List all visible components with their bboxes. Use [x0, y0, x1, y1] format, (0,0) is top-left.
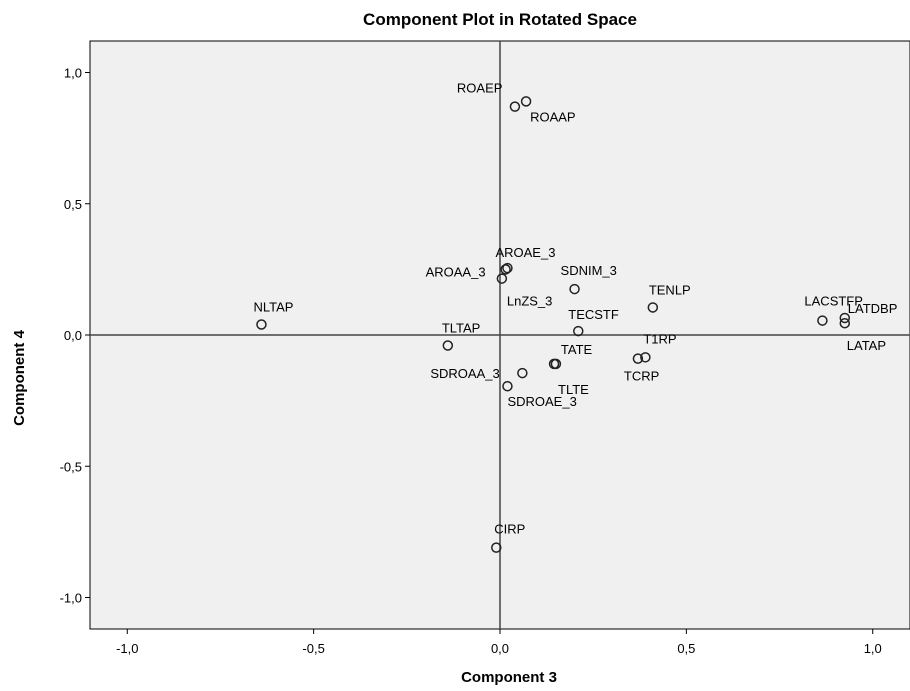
- data-point: [817, 315, 828, 326]
- data-point-label: T1RP: [643, 331, 676, 346]
- data-point: [839, 312, 851, 324]
- data-point-label: LnZS_3: [507, 294, 553, 309]
- data-point-label: TLTE: [558, 382, 589, 397]
- x-tick-label: 1,0: [864, 641, 882, 656]
- data-point-label: LACSTFP: [804, 294, 863, 309]
- x-axis-label: Component 3: [461, 669, 557, 686]
- reference-lines: [90, 41, 910, 629]
- data-point-label: SDROAE_3: [507, 394, 576, 409]
- x-tick-label: 0,0: [491, 641, 509, 656]
- data-point-label: ROAEP: [457, 81, 503, 96]
- data-point: [548, 358, 560, 370]
- data-point: [500, 264, 511, 275]
- data-point: [839, 317, 851, 329]
- data-point-label: CIRP: [494, 522, 525, 537]
- data-point-label: SDROAA_3: [430, 366, 499, 381]
- data-point-label: TECSTF: [568, 307, 619, 322]
- data-point: [520, 96, 532, 107]
- data-point: [502, 380, 513, 392]
- data-point-label: LATAP: [847, 338, 886, 353]
- y-axis-ticks: 1,0 0,5 0,0 -0,5 -1,0: [60, 66, 90, 606]
- x-axis-ticks: -1,0 -0,5 0,0 0,5 1,0: [116, 629, 882, 656]
- y-tick-label: -1,0: [60, 591, 82, 606]
- data-point-label: TLTAP: [442, 321, 481, 336]
- data-point: [647, 302, 659, 313]
- y-tick-label: 0,0: [64, 328, 82, 343]
- data-point: [509, 101, 521, 112]
- data-point: [640, 352, 651, 363]
- data-point-label: NLTAP: [253, 300, 293, 315]
- y-axis-label: Component 4: [11, 329, 28, 425]
- x-tick-label: -1,0: [116, 641, 138, 656]
- y-tick-label: -0,5: [60, 459, 82, 474]
- data-point: [442, 340, 454, 351]
- y-tick-label: 0,5: [64, 197, 82, 212]
- x-tick-label: -0,5: [302, 641, 324, 656]
- y-tick-label: 1,0: [64, 66, 82, 81]
- data-points: [256, 96, 851, 553]
- data-point-label: AROAA_3: [426, 264, 486, 279]
- x-tick-label: 0,5: [677, 641, 695, 656]
- data-point-labels: ROAEP ROAAP AROAA_3 AROAE_3 LnZS_3 SDNIM_3 TEN…: [253, 81, 897, 537]
- data-point: [569, 283, 580, 295]
- data-point-label: TENLP: [649, 282, 691, 297]
- data-point: [573, 325, 584, 337]
- data-point: [517, 367, 528, 379]
- data-point-label: LATDBP: [848, 301, 898, 316]
- data-point: [256, 319, 267, 330]
- data-point: [502, 262, 513, 274]
- data-point-label: ROAAP: [530, 109, 576, 124]
- data-point: [491, 542, 502, 553]
- data-point: [632, 353, 644, 364]
- chart-title: Component Plot in Rotated Space: [363, 10, 637, 29]
- data-point-label: SDNIM_3: [561, 263, 617, 278]
- data-point-label: TATE: [561, 342, 593, 357]
- data-point: [496, 273, 508, 284]
- data-point-label: TCRP: [624, 369, 659, 384]
- data-point-label: AROAE_3: [495, 245, 555, 260]
